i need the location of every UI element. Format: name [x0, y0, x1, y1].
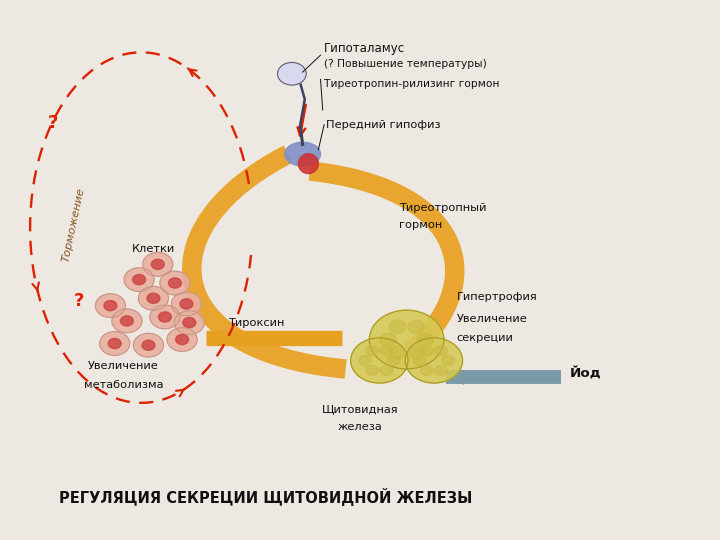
- Text: Тиреотропин-рилизинг гормон: Тиреотропин-рилизинг гормон: [324, 79, 500, 90]
- Text: Тиреотропный: Тиреотропный: [400, 203, 487, 213]
- Circle shape: [369, 310, 444, 369]
- Text: Щитовидная: Щитовидная: [322, 404, 398, 415]
- Circle shape: [351, 338, 408, 383]
- Text: гормон: гормон: [400, 220, 443, 229]
- Circle shape: [435, 346, 447, 356]
- Circle shape: [420, 346, 433, 356]
- Text: железа: железа: [338, 422, 382, 431]
- Circle shape: [142, 340, 155, 350]
- Circle shape: [167, 328, 197, 352]
- Circle shape: [138, 286, 168, 310]
- Text: ?: ?: [73, 292, 84, 310]
- Circle shape: [380, 365, 393, 375]
- Text: метаболизма: метаболизма: [84, 380, 163, 390]
- Text: секреции: секреции: [456, 333, 513, 343]
- Circle shape: [104, 301, 117, 310]
- Text: Увеличение: Увеличение: [456, 314, 528, 324]
- Circle shape: [420, 365, 433, 375]
- Ellipse shape: [284, 142, 320, 166]
- Circle shape: [366, 346, 379, 356]
- Circle shape: [389, 320, 405, 333]
- Circle shape: [405, 338, 462, 383]
- Ellipse shape: [298, 154, 318, 173]
- Text: Увеличение: Увеличение: [88, 361, 158, 371]
- Text: Передний гипофиз: Передний гипофиз: [325, 120, 440, 130]
- Circle shape: [366, 365, 379, 375]
- Text: Торможение: Торможение: [60, 186, 86, 263]
- Circle shape: [99, 332, 130, 355]
- Circle shape: [380, 346, 393, 356]
- Circle shape: [387, 355, 400, 366]
- Text: Клетки: Клетки: [132, 244, 175, 254]
- Text: ?: ?: [48, 114, 58, 132]
- Circle shape: [408, 346, 424, 359]
- Circle shape: [168, 278, 181, 288]
- Circle shape: [442, 355, 454, 366]
- Text: Гипоталамус: Гипоталамус: [324, 42, 405, 55]
- Text: Гипертрофия: Гипертрофия: [456, 292, 538, 301]
- Text: РЕГУЛЯЦИЯ СЕКРЕЦИИ ЩИТОВИДНОЙ ЖЕЛЕЗЫ: РЕГУЛЯЦИЯ СЕКРЕЦИИ ЩИТОВИДНОЙ ЖЕЛЕЗЫ: [59, 488, 472, 507]
- Circle shape: [150, 305, 180, 329]
- Circle shape: [151, 259, 164, 269]
- Circle shape: [160, 271, 190, 295]
- Circle shape: [408, 320, 424, 333]
- Circle shape: [108, 339, 121, 349]
- Text: Тироксин: Тироксин: [228, 318, 284, 328]
- Circle shape: [174, 310, 204, 334]
- Circle shape: [124, 268, 154, 292]
- Circle shape: [112, 309, 142, 333]
- Circle shape: [171, 292, 202, 316]
- Circle shape: [413, 355, 426, 366]
- Circle shape: [133, 333, 163, 357]
- Circle shape: [379, 333, 396, 346]
- Circle shape: [180, 299, 193, 309]
- Circle shape: [132, 274, 145, 285]
- Circle shape: [417, 333, 433, 346]
- Circle shape: [176, 334, 189, 345]
- Circle shape: [389, 346, 405, 359]
- Text: Йод: Йод: [570, 367, 601, 380]
- Circle shape: [95, 294, 125, 318]
- Circle shape: [147, 293, 160, 303]
- Circle shape: [183, 318, 196, 328]
- Circle shape: [120, 316, 133, 326]
- Circle shape: [435, 365, 447, 375]
- Circle shape: [277, 63, 306, 85]
- Text: (? Повышение температуры): (? Повышение температуры): [324, 59, 487, 69]
- Circle shape: [158, 312, 171, 322]
- Circle shape: [359, 355, 372, 366]
- Circle shape: [143, 253, 173, 276]
